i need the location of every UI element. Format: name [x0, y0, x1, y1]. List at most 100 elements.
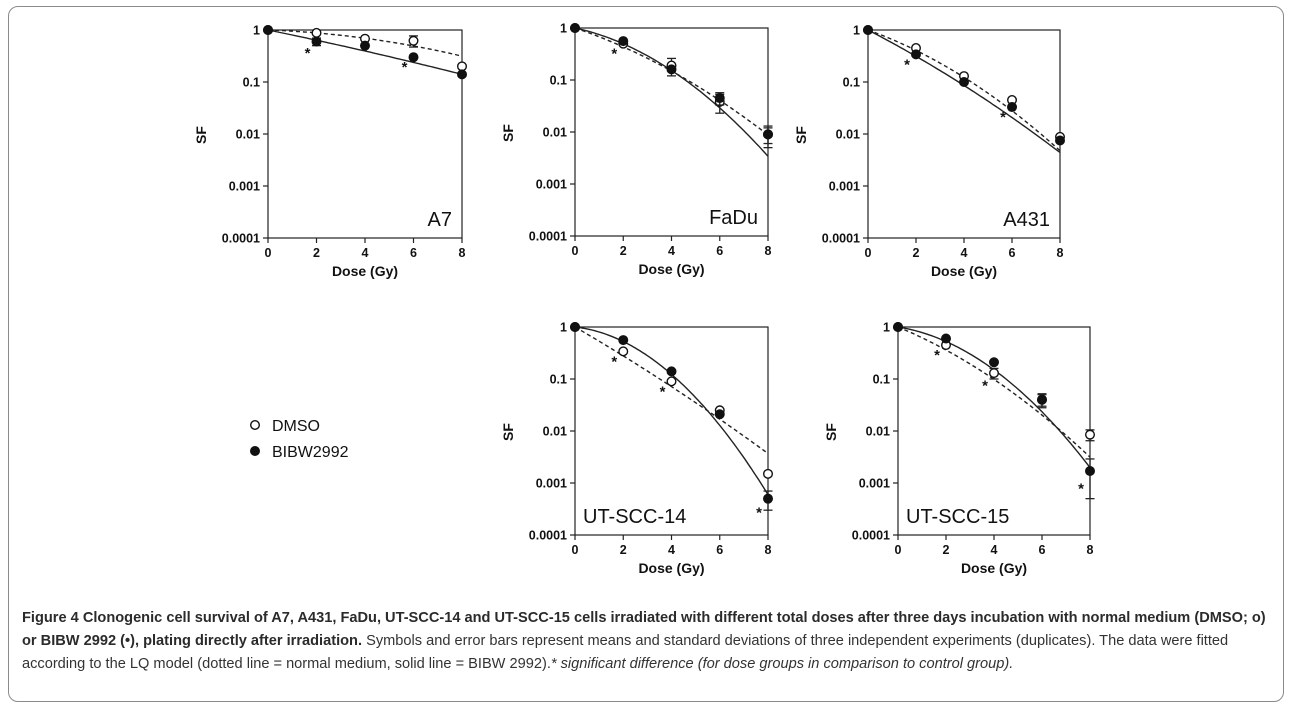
y-tick-label: 0.1 [843, 76, 860, 90]
data-point-dmso [989, 368, 1000, 379]
x-axis-label: Dose (Gy) [638, 261, 704, 277]
x-tick-label: 0 [572, 543, 579, 557]
y-tick-label: 0.01 [236, 128, 260, 142]
data-point-bibw2992 [263, 25, 274, 36]
panel-label: UT-SCC-15 [906, 506, 1009, 528]
significance-star: * [1078, 481, 1084, 498]
legend-label-bibw2992: BIBW2992 [272, 444, 349, 461]
data-point-bibw2992 [714, 409, 725, 420]
data-point-dmso [666, 376, 677, 387]
data-point-bibw2992 [666, 64, 677, 75]
x-tick-label: 4 [668, 543, 675, 557]
significance-star: * [934, 347, 940, 364]
x-axis-label: Dose (Gy) [931, 263, 997, 279]
data-point-bibw2992 [1054, 135, 1065, 146]
significance-star: * [305, 45, 311, 62]
x-axis-label: Dose (Gy) [961, 560, 1027, 576]
significance-star: * [756, 505, 762, 522]
significance-star: * [982, 377, 988, 394]
x-tick-label: 8 [765, 244, 772, 258]
fit-line-bibw2992 [267, 29, 463, 76]
data-point-bibw2992 [714, 93, 725, 104]
data-point-bibw2992 [1036, 394, 1047, 405]
fit-line-bibw2992 [574, 27, 769, 157]
x-tick-label: 0 [865, 246, 872, 260]
caption-body: Symbols and error bars represent means a… [22, 633, 1229, 672]
x-tick-label: 0 [265, 246, 272, 260]
y-tick-label: 0.01 [866, 425, 890, 439]
y-axis-label: SF [793, 126, 809, 144]
fit-line-dmso [574, 27, 769, 136]
caption-title: Figure 4 Clonogenic cell survival of A7,… [22, 610, 1266, 649]
y-axis-label: SF [500, 124, 516, 142]
fit-line-bibw2992 [867, 29, 1061, 154]
y-tick-label: 0.1 [550, 373, 567, 387]
data-point-bibw2992 [570, 322, 581, 333]
legend-marker-dmso [249, 420, 260, 431]
figure-caption: Figure 4 Clonogenic cell survival of A7,… [22, 607, 1272, 676]
figure-frame [8, 6, 1284, 702]
y-tick-label: 0.0001 [822, 232, 860, 246]
data-point-bibw2992 [570, 23, 581, 34]
fit-line-dmso [897, 326, 1091, 458]
significance-star: * [611, 46, 617, 63]
fit-line-bibw2992 [897, 326, 1091, 469]
y-tick-label: 0.001 [536, 178, 567, 192]
x-tick-label: 4 [668, 244, 675, 258]
x-tick-label: 8 [1057, 246, 1064, 260]
data-point-bibw2992 [959, 76, 970, 87]
x-tick-label: 0 [572, 244, 579, 258]
x-axis-label: Dose (Gy) [638, 560, 704, 576]
significance-star: * [611, 353, 617, 370]
data-point-dmso [1084, 429, 1095, 440]
data-point-bibw2992 [618, 36, 629, 47]
y-tick-label: 0.0001 [222, 232, 260, 246]
figure-charts: 0.0001 0.001 0.01 0.1 1 0 2 4 6 8 Dose (Gy) SF * * A7 0… [193, 22, 1095, 576]
data-point-bibw2992 [763, 129, 774, 140]
significance-star: * [402, 59, 408, 76]
y-tick-label: 1 [560, 22, 567, 36]
x-tick-label: 2 [620, 543, 627, 557]
x-tick-label: 6 [410, 246, 417, 260]
significance-star: * [660, 383, 666, 400]
chart-panel-1: 0.0001 0.001 0.01 0.1 1 0 2 4 6 8 Dose (Gy) SF * FaDu [500, 22, 774, 277]
x-tick-label: 8 [459, 246, 466, 260]
y-tick-label: 0.01 [836, 128, 860, 142]
data-point-bibw2992 [360, 40, 371, 51]
data-point-bibw2992 [666, 366, 677, 377]
y-tick-label: 0.01 [543, 126, 567, 140]
x-tick-label: 6 [1009, 246, 1016, 260]
plot-frame [867, 29, 1061, 239]
data-point-bibw2992 [311, 36, 322, 47]
x-tick-label: 8 [1087, 543, 1094, 557]
y-tick-label: 1 [253, 24, 260, 38]
y-axis-label: SF [500, 423, 516, 441]
x-tick-label: 0 [895, 543, 902, 557]
x-tick-label: 4 [961, 246, 968, 260]
data-point-bibw2992 [1084, 466, 1095, 477]
y-tick-label: 0.001 [829, 180, 860, 194]
data-point-dmso [311, 27, 322, 38]
caption-note: * significant difference (for dose group… [550, 656, 1014, 672]
data-point-dmso [618, 346, 629, 357]
y-tick-label: 0.1 [243, 76, 260, 90]
panel-label: FaDu [709, 207, 758, 229]
x-axis-label: Dose (Gy) [332, 263, 398, 279]
chart-panel-0: 0.0001 0.001 0.01 0.1 1 0 2 4 6 8 Dose (Gy) SF * * A7 [193, 24, 468, 279]
panel-label: A431 [1003, 209, 1050, 231]
fit-line-dmso [267, 29, 463, 57]
data-point-bibw2992 [989, 357, 1000, 368]
data-point-dmso [763, 468, 774, 479]
x-tick-label: 2 [943, 543, 950, 557]
y-tick-label: 0.001 [536, 477, 567, 491]
legend-marker-bibw2992 [249, 446, 260, 457]
chart-panel-3: 0.0001 0.001 0.01 0.1 1 0 2 4 6 8 Dose (Gy) SF * * * UT… [500, 321, 774, 576]
panel-label: A7 [428, 209, 452, 231]
y-axis-label: SF [823, 423, 839, 441]
data-point-bibw2992 [457, 69, 468, 80]
x-tick-label: 2 [620, 244, 627, 258]
legend: DMSO BIBW2992 [249, 418, 349, 461]
data-point-dmso [457, 61, 468, 72]
x-tick-label: 6 [716, 244, 723, 258]
x-tick-label: 2 [313, 246, 320, 260]
